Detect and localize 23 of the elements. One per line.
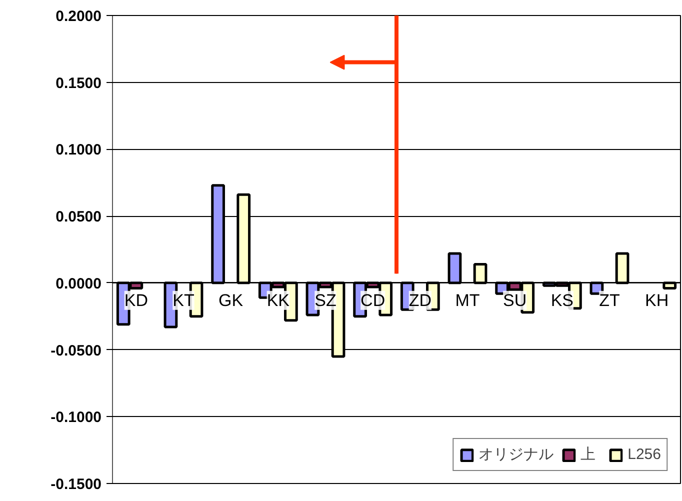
- x-tick-label: ZD: [408, 290, 432, 310]
- y-tick-label: -0.0500: [50, 342, 102, 360]
- legend-label: オリジナル: [478, 445, 554, 464]
- legend-label: 上: [580, 445, 597, 464]
- y-tick-label: -0.1500: [50, 476, 102, 493]
- legend-label: L256: [628, 446, 661, 463]
- x-tick-label: SU: [503, 290, 527, 310]
- y-tick-label: 0.1500: [56, 74, 102, 92]
- y-tick-label: 0.0500: [56, 208, 102, 226]
- x-tick-label: KT: [172, 290, 194, 310]
- y-tick-label: 0.0000: [56, 275, 102, 292]
- y-tick-label: -0.1000: [50, 409, 102, 426]
- x-tick-label: ZT: [599, 290, 620, 310]
- x-tick-label: KD: [124, 290, 148, 310]
- x-tick-label: SZ: [314, 290, 336, 310]
- x-tick-label: CD: [360, 290, 386, 310]
- x-tick-label: KS: [550, 290, 574, 310]
- y-tick-label: 0.2000: [56, 8, 102, 25]
- x-tick-label: MT: [455, 290, 480, 310]
- x-tick-label: GK: [218, 290, 244, 310]
- x-tick-label: KK: [266, 290, 290, 310]
- x-tick-label: KH: [645, 290, 669, 310]
- y-tick-label: 0.1000: [56, 142, 102, 159]
